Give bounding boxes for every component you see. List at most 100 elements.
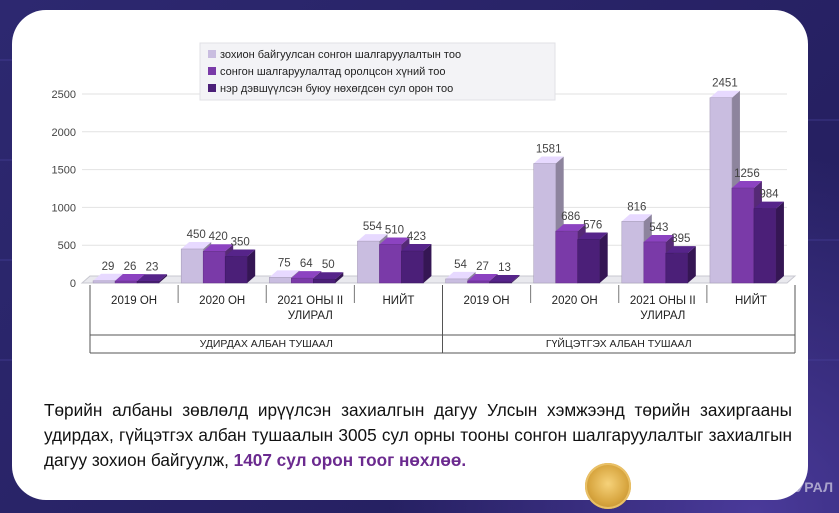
bar-top bbox=[621, 214, 652, 222]
bar-top bbox=[291, 271, 322, 279]
legend-label: нэр дэвшүүлсэн буюу нөхөгдсөн сул орон т… bbox=[220, 83, 453, 95]
x-tick-label: 2020 ОН bbox=[552, 295, 598, 307]
bar-side bbox=[159, 274, 168, 283]
bar-value-label: 1256 bbox=[734, 168, 760, 180]
x-tick-label: 2020 ОН bbox=[199, 295, 245, 307]
bar-value-label: 23 bbox=[146, 261, 159, 273]
bar bbox=[357, 240, 380, 284]
bar-top bbox=[115, 274, 146, 282]
bar-value-label: 64 bbox=[300, 258, 313, 270]
bar-value-label: 54 bbox=[454, 259, 467, 271]
bar-side bbox=[775, 201, 784, 283]
x-tick-label: 2019 ОН bbox=[111, 295, 157, 307]
legend-swatch bbox=[208, 50, 216, 58]
bar bbox=[753, 208, 777, 284]
y-tick-label: 2000 bbox=[52, 127, 76, 139]
bar bbox=[136, 281, 160, 284]
bar-top bbox=[467, 273, 498, 281]
legend-label: сонгон шалгаруулалтад оролцсон хүний тоо bbox=[220, 66, 445, 78]
bar-side bbox=[687, 246, 696, 283]
bar-value-label: 420 bbox=[209, 231, 228, 243]
y-tick-label: 0 bbox=[70, 278, 76, 290]
caption-highlight: 1407 сул орон тоог нөхлөө. bbox=[233, 450, 467, 470]
organization-name: МОНГОЛ УЛСЫН ИХ ХУРАЛ bbox=[637, 479, 834, 495]
bar bbox=[445, 278, 468, 284]
y-tick-label: 2500 bbox=[52, 89, 76, 101]
bar bbox=[577, 239, 600, 284]
bar-top bbox=[269, 270, 300, 278]
bar-chart: 0 500 1000 1500 2000 2500 29 26 23 450 420 350 75 64 5… bbox=[52, 42, 797, 354]
bar-value-label: 29 bbox=[102, 261, 115, 273]
legend-swatch bbox=[208, 84, 216, 92]
bar-value-label: 50 bbox=[322, 259, 335, 271]
y-tick-label: 1500 bbox=[52, 165, 76, 177]
bar-side bbox=[423, 244, 432, 283]
x-tick-label: НИЙТ bbox=[383, 294, 415, 307]
bar-top bbox=[357, 234, 388, 242]
bar-value-label: 75 bbox=[278, 257, 291, 269]
bar-top bbox=[445, 271, 476, 279]
bar-value-label: 423 bbox=[407, 231, 426, 243]
bar-top bbox=[555, 224, 586, 232]
bar-top bbox=[731, 181, 762, 189]
bar-value-label: 686 bbox=[561, 211, 580, 223]
y-tick-label: 500 bbox=[58, 240, 76, 252]
bar-top bbox=[643, 234, 674, 242]
x-tick-label: 2019 ОН bbox=[464, 295, 510, 307]
bar bbox=[291, 277, 314, 284]
bar bbox=[467, 280, 490, 284]
bar-top bbox=[533, 156, 564, 164]
y-tick-label: 1000 bbox=[52, 202, 76, 214]
bar bbox=[202, 250, 226, 284]
bar-top bbox=[225, 249, 256, 257]
x-tick-label: НИЙТ bbox=[735, 294, 767, 307]
bar bbox=[114, 280, 138, 284]
x-tick-label: УЛИРАЛ bbox=[640, 310, 685, 322]
bar-value-label: 576 bbox=[583, 219, 602, 231]
bar-side bbox=[599, 232, 608, 283]
group-label: УДИРДАХ АЛБАН ТУШААЛ bbox=[200, 338, 333, 350]
bar-value-label: 450 bbox=[187, 229, 206, 241]
bar bbox=[555, 230, 578, 284]
bar-top bbox=[313, 272, 344, 280]
group-label: ГҮЙЦЭТГЭХ АЛБАН ТУШААЛ bbox=[546, 337, 692, 350]
bar bbox=[180, 248, 204, 284]
bar bbox=[92, 280, 116, 284]
bar-top bbox=[709, 90, 740, 98]
caption-text: Төрийн албаны зөвлөлд ирүүлсэн захиалгын… bbox=[44, 398, 792, 473]
bar bbox=[731, 187, 755, 284]
bar bbox=[224, 256, 248, 284]
caption-body: Төрийн албаны зөвлөлд ирүүлсэн захиалгын… bbox=[44, 400, 792, 470]
bar-value-label: 395 bbox=[671, 233, 690, 245]
bar-value-label: 350 bbox=[231, 237, 250, 249]
legend-swatch bbox=[208, 67, 216, 75]
bar bbox=[313, 278, 336, 284]
footer-brand: МОНГОЛ УЛСЫН ИХ ХУРАЛ bbox=[585, 463, 839, 511]
bar-top bbox=[93, 273, 124, 281]
bar-value-label: 1581 bbox=[536, 143, 562, 155]
bar-value-label: 26 bbox=[124, 261, 137, 273]
bar-top bbox=[181, 241, 212, 249]
bar-value-label: 2451 bbox=[712, 78, 738, 90]
x-tick-label: УЛИРАЛ bbox=[288, 310, 333, 322]
bar-value-label: 13 bbox=[498, 262, 511, 274]
bar bbox=[621, 221, 645, 284]
bar-top bbox=[401, 244, 432, 252]
parliament-emblem-icon bbox=[585, 463, 631, 509]
x-tick-label: 2021 ОНЫ II bbox=[630, 295, 696, 307]
bar-top bbox=[665, 246, 696, 254]
bar-side bbox=[511, 275, 520, 283]
bar bbox=[379, 244, 402, 284]
bar bbox=[401, 250, 424, 284]
bar-value-label: 543 bbox=[649, 222, 668, 234]
bar-value-label: 984 bbox=[759, 189, 779, 201]
bar-top bbox=[489, 275, 520, 283]
bar-value-label: 554 bbox=[363, 221, 383, 233]
bar bbox=[665, 252, 689, 284]
bar-top bbox=[137, 274, 168, 282]
bar-top bbox=[379, 237, 410, 245]
legend-box bbox=[199, 42, 556, 101]
x-tick-label: 2021 ОНЫ II bbox=[277, 295, 343, 307]
bar-top bbox=[577, 232, 608, 240]
